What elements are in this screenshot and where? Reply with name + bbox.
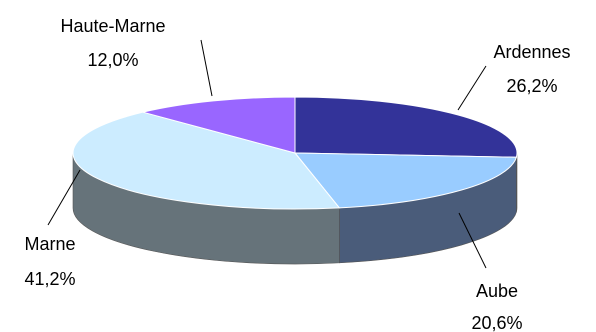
slice-category-label: Ardennes: [493, 42, 570, 62]
slice-value-label: 20,6%: [471, 313, 522, 332]
leader-line-ardennes: [457, 65, 487, 111]
pie-side-walls: [72, 152, 518, 265]
slice-category-label: Marne: [24, 234, 75, 254]
leader-line-marne: [47, 169, 81, 226]
pie-labels: Ardennes 26,2% Aube 20,6% Marne 41,2% Haute-Ma…: [24, 16, 570, 332]
slice-aube: [293, 152, 518, 209]
pie-top-slices: [72, 96, 518, 210]
slice-value-label: 26,2%: [506, 76, 557, 96]
slice-value-label: 12,0%: [87, 50, 138, 70]
leader-line-haute-marne: [200, 39, 213, 97]
slice-ardennes: [294, 96, 518, 158]
slice-category-label: Aube: [476, 281, 518, 301]
leader-line-aube: [458, 212, 487, 269]
slice-value-label: 41,2%: [24, 269, 75, 289]
slice-category-label: Haute-Marne: [60, 16, 165, 36]
slice-marne: [72, 111, 341, 210]
slice-haute-marne: [142, 96, 296, 154]
